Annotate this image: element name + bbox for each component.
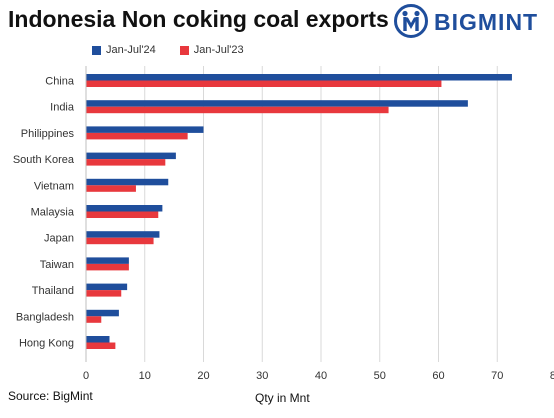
bar-2023	[86, 185, 136, 192]
bar-2023	[86, 342, 116, 349]
x-tick-label: 70	[491, 370, 503, 382]
y-category-label: Philippines	[21, 128, 75, 140]
bar-2023	[86, 263, 129, 271]
bar-2024	[86, 205, 163, 212]
bar-2024	[86, 178, 169, 186]
y-category-label: India	[50, 102, 75, 114]
x-tick-label: 60	[432, 370, 444, 382]
y-category-label: Vietnam	[34, 180, 74, 192]
legend-item-2024: Jan-Jul'24	[92, 44, 156, 56]
x-tick-label: 10	[139, 370, 151, 382]
y-category-label: South Korea	[13, 154, 75, 166]
bar-2023	[86, 80, 442, 87]
bar-2023	[86, 237, 154, 245]
chart-legend: Jan-Jul'24 Jan-Jul'23	[92, 44, 244, 56]
bar-2023	[86, 211, 159, 218]
bar-2024	[86, 257, 129, 264]
bar-2023	[86, 159, 166, 166]
y-category-label: Japan	[44, 233, 74, 245]
bigmint-logo-icon	[394, 4, 428, 38]
y-category-label: Hong Kong	[19, 338, 74, 350]
source-note: Source: BigMint	[8, 389, 93, 403]
legend-item-2023: Jan-Jul'23	[179, 44, 244, 56]
x-tick-label: 30	[256, 370, 268, 382]
legend-swatch-2023	[179, 45, 189, 55]
y-category-label: China	[45, 76, 75, 88]
bar-2024	[86, 231, 160, 238]
bar-2024	[86, 74, 512, 81]
bar-2024	[86, 100, 468, 107]
legend-label-2023: Jan-Jul'23	[193, 44, 244, 56]
bar-2024	[86, 152, 176, 160]
x-tick-label: 20	[197, 370, 209, 382]
legend-label-2024: Jan-Jul'24	[106, 44, 156, 56]
x-axis-label: Qty in Mnt	[255, 391, 310, 405]
y-category-label: Taiwan	[40, 259, 74, 271]
chart-title: Indonesia Non coking coal exports	[8, 6, 389, 32]
x-tick-label: 80	[550, 370, 554, 382]
bar-2024	[86, 126, 204, 133]
bar-2023	[86, 132, 188, 140]
bar-2023	[86, 290, 122, 297]
x-tick-label: 0	[83, 370, 89, 382]
y-category-label: Thailand	[32, 285, 74, 297]
bar-2024	[86, 309, 119, 317]
bar-2024	[86, 336, 110, 343]
bar-2023	[86, 316, 102, 323]
y-category-label: Malaysia	[31, 207, 75, 219]
x-tick-label: 40	[315, 370, 327, 382]
bigmint-logo: BIGMINT	[394, 4, 544, 38]
x-tick-label: 50	[374, 370, 386, 382]
bar-2023	[86, 106, 389, 114]
logo-wordmark: BIGMINT	[434, 9, 539, 35]
legend-swatch-2024	[92, 45, 101, 55]
y-category-label: Bangladesh	[16, 311, 74, 323]
bar-2024	[86, 283, 128, 291]
